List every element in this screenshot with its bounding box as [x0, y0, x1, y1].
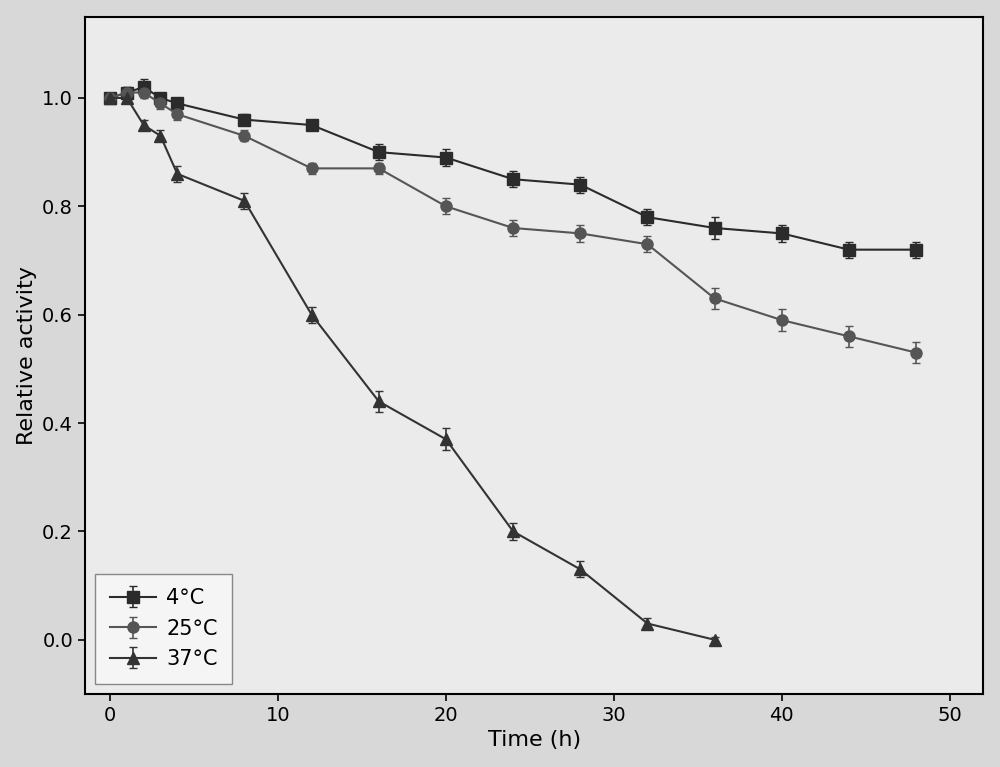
- Legend: 4°C, 25°C, 37°C: 4°C, 25°C, 37°C: [95, 574, 232, 683]
- Y-axis label: Relative activity: Relative activity: [17, 266, 37, 445]
- X-axis label: Time (h): Time (h): [488, 730, 581, 750]
